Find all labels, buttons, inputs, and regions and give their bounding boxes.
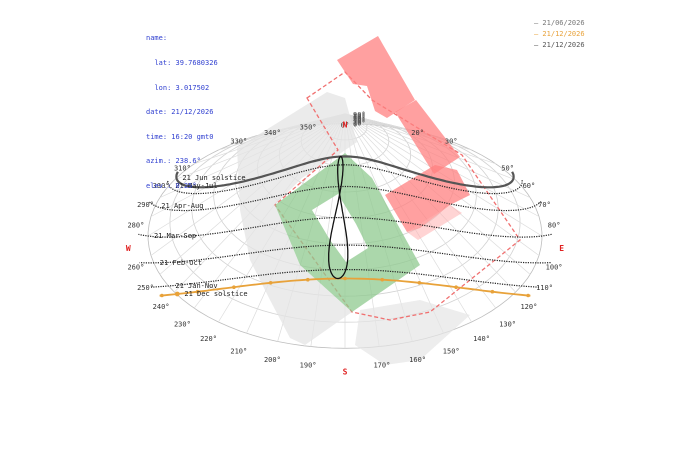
grey-building-footprint	[237, 92, 357, 345]
azimuth-label: 30°	[445, 138, 458, 146]
elevation-label: 10°	[353, 120, 366, 128]
cardinal-east: E	[559, 244, 564, 253]
info-row-time: time: 16:20 gmt0	[146, 132, 214, 141]
elevation-label: 70°	[353, 113, 366, 121]
hour-marker	[306, 277, 310, 282]
hour-marker	[268, 281, 273, 285]
hour-marker	[343, 276, 347, 281]
elevation-label: 90°	[353, 111, 366, 119]
info-row-lon: lon: 3.017502	[154, 83, 210, 92]
sun-path-4	[139, 244, 551, 264]
azimuth-label: 110°	[536, 284, 553, 292]
elevation-label: 80°	[353, 112, 366, 120]
sun-path-1	[167, 164, 523, 195]
azimuth-label: 200°	[264, 356, 281, 364]
obstacle-footprints	[237, 36, 521, 365]
red-building-shade	[407, 205, 462, 240]
elevation-label: 0°	[353, 121, 361, 129]
azimuth-label: 290°	[137, 201, 154, 209]
legend: — 21/06/2026 — 21/12/2026 — 21/12/2026	[534, 18, 585, 51]
elevation-label: 40°	[353, 116, 366, 124]
sun-path-3	[138, 216, 552, 238]
hour-marker	[490, 289, 495, 294]
azimuth-label: 120°	[520, 303, 537, 311]
grey-building-footprint-lower	[355, 300, 470, 365]
info-panel: name: lat: 39.7680326 lon: 3.017502 date…	[146, 18, 218, 198]
sun-path-label-0: 21 Jun solstice	[182, 174, 245, 182]
azimuth-label: 150°	[443, 347, 460, 355]
sun-path-5	[150, 268, 540, 288]
legend-entry-dec-orange: — 21/12/2026	[534, 30, 585, 38]
azimuth-label: 50°	[501, 165, 514, 173]
red-dashed-outline	[274, 71, 521, 321]
legend-entry-jun: — 21/06/2026	[534, 19, 585, 27]
sun-paths	[138, 155, 552, 298]
azimuth-label: 230°	[174, 320, 191, 328]
elevation-label: 30°	[353, 117, 366, 125]
hour-marker	[454, 285, 458, 290]
azimuth-label: 140°	[473, 335, 490, 343]
sun-path-label-6: 21 Dec solstice	[184, 290, 247, 298]
sun-path-label-3: 21 Mar-Sep	[154, 232, 196, 240]
cardinal-south: S	[343, 368, 348, 377]
azimuth-label: 340°	[264, 129, 281, 137]
sun-path-label-1: 21 May-Jul	[175, 182, 217, 190]
hour-marker	[195, 289, 200, 294]
info-row-lat: lat: 39.7680326	[154, 59, 218, 68]
sun-path-label-4: 21 Feb-Oct	[160, 259, 202, 267]
diagram-labels: 0°20°30°50°60°70°80°100°110°120°130°140°…	[126, 111, 564, 377]
azimuth-label: 280°	[127, 222, 144, 230]
legend-entry-dec: — 21/12/2026	[534, 41, 585, 49]
sun-path-label-5: 21 Jan-Nov	[175, 282, 217, 290]
current-sun-marker	[174, 291, 180, 297]
hour-marker	[526, 293, 530, 298]
analemma-curve	[328, 155, 349, 280]
azimuth-label: 80°	[548, 222, 561, 230]
analemma-path	[328, 155, 349, 280]
hour-marker	[380, 277, 385, 282]
info-row-date: date: 21/12/2026	[146, 108, 214, 117]
info-row-elevation: elev.: 0.25°	[146, 182, 197, 191]
azimuth-label: 240°	[153, 303, 170, 311]
green-building-footprint	[275, 153, 420, 312]
sun-path-label-2: 21 Apr-Aug	[161, 202, 203, 210]
azimuth-label: 20°	[411, 129, 424, 137]
hour-marker	[232, 285, 236, 290]
azimuth-label: 260°	[127, 264, 144, 272]
azimuth-label: 250°	[137, 284, 154, 292]
azimuth-label: 60°	[523, 182, 536, 190]
cardinal-west: W	[126, 244, 131, 253]
azimuth-label: 100°	[546, 264, 563, 272]
hour-marker	[417, 281, 422, 285]
info-row-azimuth: azim.: 238.6°	[146, 157, 201, 166]
cardinal-north: N	[343, 121, 348, 130]
azimuth-label: 300°	[153, 182, 170, 190]
sun-path-2	[148, 185, 542, 212]
elevation-label: 20°	[353, 119, 366, 127]
elevation-label: 60°	[353, 114, 366, 122]
azimuth-label: 130°	[499, 320, 516, 328]
elevation-label: 50°	[353, 115, 366, 123]
hour-marker	[160, 293, 164, 298]
azimuth-label: 190°	[300, 362, 317, 370]
azimuth-label: 70°	[538, 201, 551, 209]
azimuth-label: 350°	[300, 123, 317, 131]
azimuth-label: 220°	[200, 335, 217, 343]
info-row-name: name:	[146, 34, 168, 43]
azimuth-label: 0°	[341, 122, 349, 130]
azimuth-label: 330°	[230, 138, 247, 146]
red-building-upper	[337, 36, 415, 118]
azimuth-label: 210°	[230, 347, 247, 355]
azimuth-label: 310°	[174, 165, 191, 173]
sun-path-0	[175, 155, 515, 189]
azimuth-label: 170°	[373, 362, 390, 370]
azimuth-label: 160°	[409, 356, 426, 364]
red-building-upper-right	[395, 100, 460, 174]
